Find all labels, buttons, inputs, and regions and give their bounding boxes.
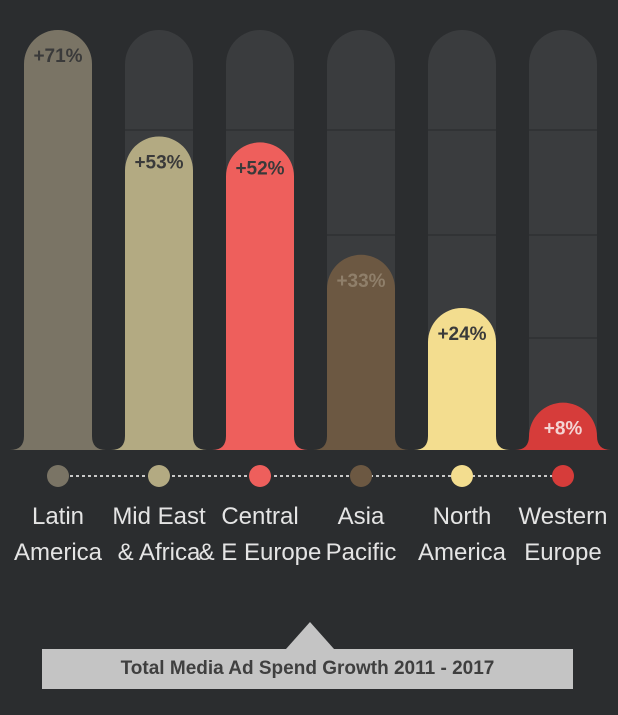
bar-value-label: +52%: [235, 158, 284, 179]
category-markers: [47, 465, 574, 487]
category-label: America: [418, 539, 507, 566]
bar-value-label: +24%: [437, 324, 486, 345]
category-marker-dot: [552, 465, 574, 487]
bar: [111, 136, 207, 450]
bar-value-label: +53%: [134, 152, 183, 173]
category-label: & Africa: [118, 539, 201, 566]
bar-value-label: +71%: [33, 46, 82, 67]
category-labels: Latin America Mid East & Africa Central & E E…: [14, 503, 607, 566]
bar: [313, 254, 409, 450]
category-marker-dot: [47, 465, 69, 487]
gridlines: [24, 129, 597, 339]
bar-track: [529, 30, 597, 450]
bar: [10, 30, 106, 450]
category-label: North: [433, 503, 492, 530]
bar-tracks: [24, 30, 597, 451]
chart-title-box: Total Media Ad Spend Growth 2011 - 2017: [42, 649, 573, 689]
bar: [414, 308, 510, 450]
category-marker-dot: [249, 465, 271, 487]
caption-pointer: [286, 622, 334, 649]
category-label: Mid East: [112, 503, 206, 530]
category-label: Asia: [338, 503, 385, 530]
category-marker-dot: [350, 465, 372, 487]
category-label: Europe: [524, 539, 601, 566]
chart-title: Total Media Ad Spend Growth 2011 - 2017: [120, 658, 495, 679]
category-label: Western: [519, 503, 608, 530]
bars: [10, 30, 611, 450]
category-label: Central: [221, 503, 298, 530]
bar: [515, 402, 611, 450]
value-labels: +71% +53% +52% +33% +24% +8%: [33, 46, 582, 440]
category-marker-dot: [451, 465, 473, 487]
category-label: Pacific: [326, 539, 397, 566]
category-marker-dot: [148, 465, 170, 487]
bar: [212, 142, 308, 450]
bar-value-label: +8%: [544, 419, 583, 440]
category-label: & E Europe: [199, 539, 322, 566]
category-label: Latin: [32, 503, 84, 530]
bar-value-label: +33%: [336, 271, 385, 292]
category-label: America: [14, 539, 103, 566]
